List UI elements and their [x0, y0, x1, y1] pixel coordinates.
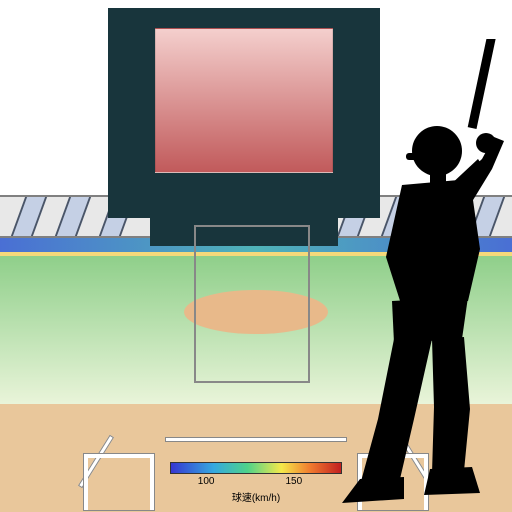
batter-box-left [84, 454, 154, 510]
speed-tick: 100 [198, 476, 215, 487]
pitch-scene: 100150 球速(km/h) [0, 0, 512, 512]
stand-stripe [55, 197, 91, 236]
scoreboard-shoulder-left [108, 186, 150, 218]
batter-silhouette [282, 39, 512, 511]
stand-stripe [11, 197, 47, 236]
